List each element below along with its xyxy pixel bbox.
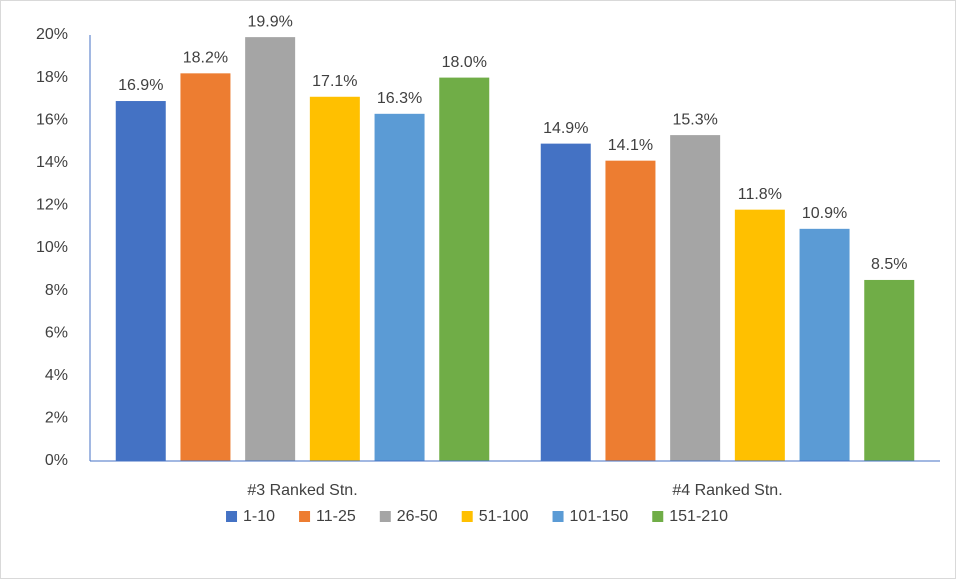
y-tick-label: 6% — [45, 324, 68, 341]
data-label: 11.8% — [738, 186, 782, 203]
y-tick-label: 2% — [45, 410, 68, 427]
data-label: 18.2% — [183, 50, 228, 67]
bar — [245, 37, 296, 461]
bar — [540, 143, 591, 461]
legend-swatch — [652, 511, 664, 522]
legend-swatch — [299, 511, 311, 522]
bar — [670, 135, 721, 462]
x-tick-label: #4 Ranked Stn. — [672, 482, 782, 499]
y-tick-label: 0% — [45, 452, 68, 469]
legend-label: 11-25 — [316, 508, 356, 525]
legend-label: 26-50 — [397, 508, 438, 525]
y-tick-label: 10% — [36, 239, 68, 256]
data-label: 19.9% — [247, 13, 292, 30]
x-tick-label: #3 Ranked Stn. — [247, 482, 357, 499]
legend-swatch — [379, 511, 391, 522]
legend-label: 1-10 — [243, 508, 275, 525]
data-label: 16.3% — [377, 90, 422, 107]
data-label: 8.5% — [871, 256, 907, 273]
bar — [115, 101, 166, 461]
legend-label: 151-210 — [669, 508, 728, 525]
y-tick-label: 14% — [36, 154, 68, 171]
legend-swatch — [226, 511, 238, 522]
y-tick-label: 16% — [36, 111, 68, 128]
bar — [864, 279, 915, 461]
bar — [799, 228, 850, 461]
bar — [439, 77, 490, 461]
data-label: 14.1% — [608, 137, 653, 154]
bar — [734, 209, 785, 461]
y-tick-label: 12% — [36, 197, 68, 214]
data-label: 10.9% — [802, 205, 847, 222]
legend-label: 51-100 — [479, 508, 529, 525]
y-tick-label: 4% — [45, 367, 68, 384]
y-tick-label: 8% — [45, 282, 68, 299]
bar — [180, 73, 231, 461]
data-label: 17.1% — [312, 73, 357, 90]
y-tick-label: 18% — [36, 69, 68, 86]
data-label: 14.9% — [543, 120, 588, 137]
legend-swatch — [461, 511, 473, 522]
legend-label: 101-150 — [570, 508, 629, 525]
data-label: 16.9% — [118, 77, 163, 94]
legend-swatch — [552, 511, 564, 522]
data-label: 15.3% — [672, 111, 717, 128]
data-label: 18.0% — [442, 54, 487, 71]
bar — [309, 96, 360, 462]
bar — [605, 160, 656, 462]
y-tick-label: 20% — [36, 26, 68, 43]
bar — [374, 113, 425, 461]
